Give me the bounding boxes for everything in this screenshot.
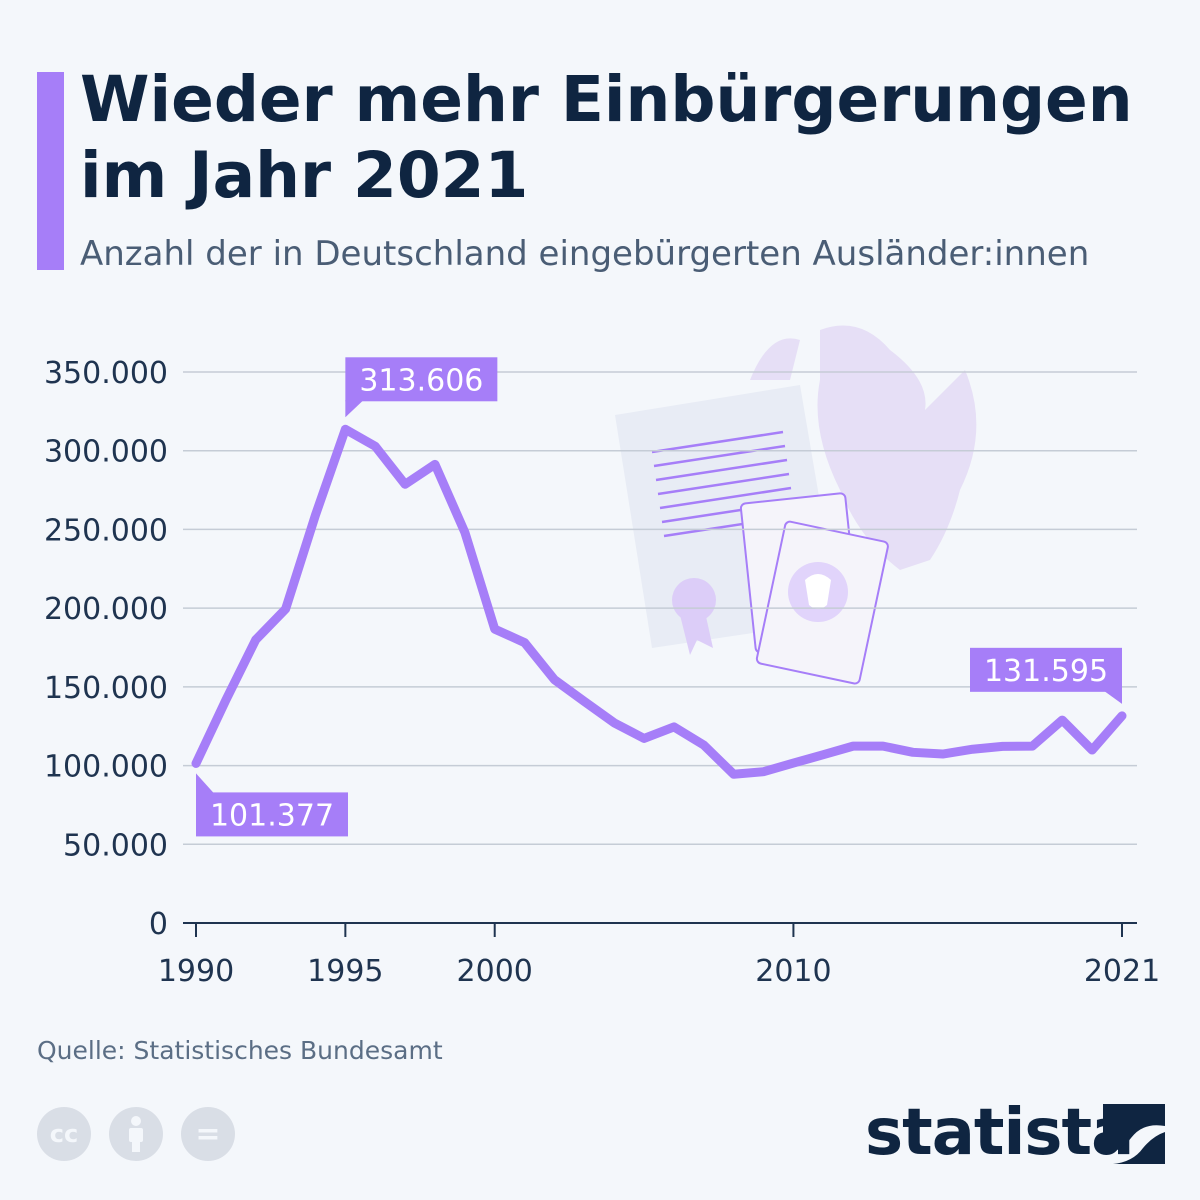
annotation-label: 313.606 bbox=[359, 363, 483, 398]
annotation-pointer bbox=[1104, 690, 1122, 704]
x-tick-label: 2021 bbox=[1084, 954, 1160, 989]
y-tick-label: 100.000 bbox=[44, 750, 168, 785]
data-point bbox=[882, 745, 884, 747]
data-point bbox=[285, 608, 287, 610]
illustration bbox=[615, 325, 977, 685]
data-point bbox=[822, 754, 824, 756]
annotation-label: 131.595 bbox=[984, 654, 1108, 689]
data-point bbox=[583, 700, 585, 702]
data-point bbox=[524, 642, 526, 644]
series-line bbox=[191, 424, 1127, 779]
data-point bbox=[344, 428, 346, 430]
source-note: Quelle: Statistisches Bundesamt bbox=[37, 1036, 443, 1065]
data-point bbox=[1061, 719, 1063, 721]
data-point bbox=[553, 679, 555, 681]
x-tick-label: 1995 bbox=[307, 954, 383, 989]
data-point bbox=[374, 445, 376, 447]
data-point bbox=[643, 737, 645, 739]
line-chart: 0 50.000 100.000 150.000 200.000 250.000 300.0… bbox=[44, 325, 1160, 989]
subtitle: Anzahl der in Deutschland eingebürgerten… bbox=[80, 234, 1090, 274]
accent-bar bbox=[37, 72, 64, 270]
data-point bbox=[225, 699, 227, 701]
data-point bbox=[1091, 749, 1093, 751]
data-point bbox=[1121, 715, 1123, 717]
data-point bbox=[972, 748, 974, 750]
annotation-pointer bbox=[345, 400, 364, 418]
eagle-icon bbox=[750, 325, 977, 570]
data-point bbox=[912, 751, 914, 753]
data-point bbox=[792, 762, 794, 764]
y-tick-label: 300.000 bbox=[44, 435, 168, 470]
data-point bbox=[852, 745, 854, 747]
data-point bbox=[255, 639, 257, 641]
y-tick-label: 50.000 bbox=[63, 828, 168, 863]
y-tick-label: 0 bbox=[149, 907, 168, 942]
statista-logo-icon bbox=[1103, 1104, 1165, 1164]
data-point bbox=[464, 531, 466, 533]
data-point bbox=[494, 628, 496, 630]
data-point bbox=[733, 773, 735, 775]
no-derivatives-icon[interactable]: = bbox=[181, 1107, 235, 1161]
page-title: Wieder mehr Einbürgerungen im Jahr 2021 bbox=[80, 63, 1133, 212]
y-tick-label: 150.000 bbox=[44, 671, 168, 706]
annotation-box bbox=[196, 792, 348, 837]
data-point bbox=[703, 744, 705, 746]
x-tick-label: 1990 bbox=[158, 954, 234, 989]
annotation-label: 101.377 bbox=[210, 798, 334, 833]
passport-icon bbox=[739, 492, 889, 685]
data-point bbox=[404, 483, 406, 485]
data-point bbox=[314, 514, 316, 516]
data-point bbox=[1002, 745, 1004, 747]
data-point bbox=[763, 771, 765, 773]
data-point bbox=[434, 463, 436, 465]
data-point bbox=[195, 762, 197, 764]
y-tick-label: 200.000 bbox=[44, 592, 168, 627]
data-point bbox=[1031, 745, 1033, 747]
data-point bbox=[673, 726, 675, 728]
annotation-pointer bbox=[196, 773, 214, 794]
y-tick-label: 250.000 bbox=[44, 513, 168, 548]
statista-logo[interactable]: statista bbox=[865, 1096, 1134, 1170]
annotation-box bbox=[345, 357, 498, 402]
annotation-box bbox=[970, 647, 1122, 692]
x-tick-label: 2000 bbox=[457, 954, 533, 989]
data-point bbox=[613, 722, 615, 724]
data-point bbox=[942, 753, 944, 755]
attribution-icon[interactable] bbox=[109, 1107, 163, 1161]
cc-icon[interactable]: cc bbox=[37, 1107, 91, 1161]
x-tick-label: 2010 bbox=[755, 954, 831, 989]
y-tick-label: 350.000 bbox=[44, 356, 168, 391]
